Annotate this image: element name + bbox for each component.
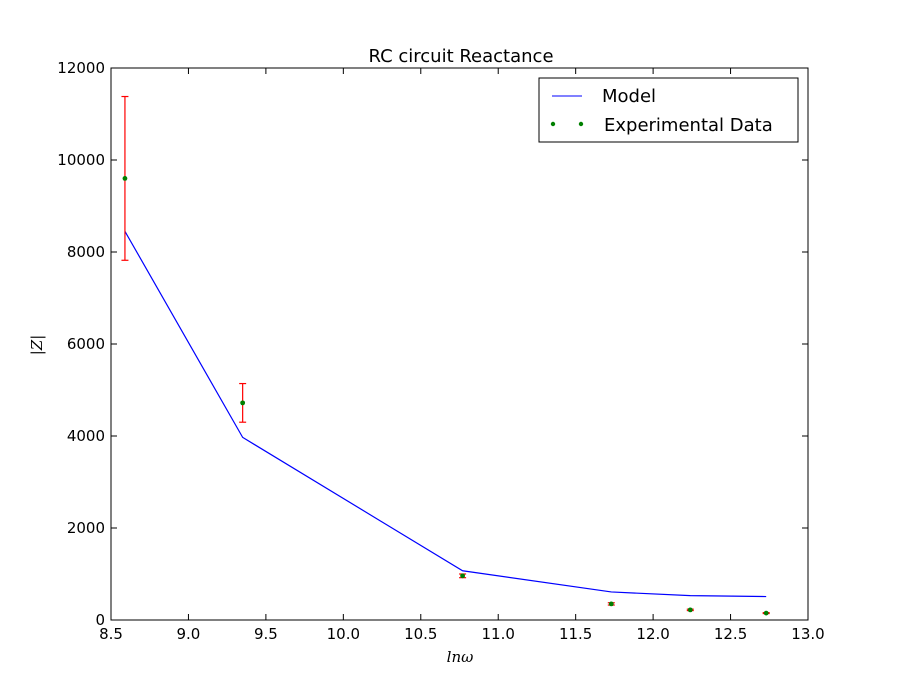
y-tick-label: 4000	[67, 427, 105, 445]
y-tick-label: 8000	[67, 243, 105, 261]
chart-title: RC circuit Reactance	[368, 46, 553, 67]
legend-data-marker	[550, 121, 556, 127]
x-tick-label: 10.5	[404, 625, 437, 643]
x-tick-label: 8.5	[99, 625, 123, 643]
legend-box	[538, 77, 799, 143]
data-point	[460, 573, 465, 579]
y-tick-label: 12000	[57, 59, 105, 77]
legend-data-label: Experimental Data	[604, 115, 773, 136]
x-tick-label: 10.0	[327, 625, 360, 643]
legend: Model Experimental Data	[538, 77, 799, 143]
x-tick-label: 9.5	[254, 625, 278, 643]
legend-model-label: Model	[602, 86, 656, 107]
data-point	[608, 601, 614, 607]
x-axis-label: lnω	[447, 648, 474, 666]
plot-area	[121, 95, 770, 616]
x-tick-label: 9.0	[177, 625, 201, 643]
x-tick-label: 13.0	[791, 625, 824, 643]
data-point	[687, 607, 693, 613]
data-point	[122, 176, 128, 181]
data-point	[240, 400, 246, 406]
y-tick-label: 10000	[57, 151, 105, 169]
legend-data-marker	[578, 121, 584, 127]
x-tick-label: 11.5	[559, 625, 592, 643]
axes: 8.5 9.0 9.5 10.0 10.5 11.0 11.5 12.0 12.5 13.0 0 20…	[57, 59, 824, 643]
y-tick-label: 6000	[67, 335, 105, 353]
model-line	[124, 231, 767, 598]
x-tick-label: 12.0	[636, 625, 669, 643]
y-axis-label: |Z|	[28, 335, 46, 356]
x-tick-label: 12.5	[714, 625, 747, 643]
data-point	[763, 610, 769, 616]
y-tick-label: 0	[95, 611, 105, 629]
y-tick-label: 2000	[67, 519, 105, 537]
x-tick-label: 11.0	[482, 625, 515, 643]
